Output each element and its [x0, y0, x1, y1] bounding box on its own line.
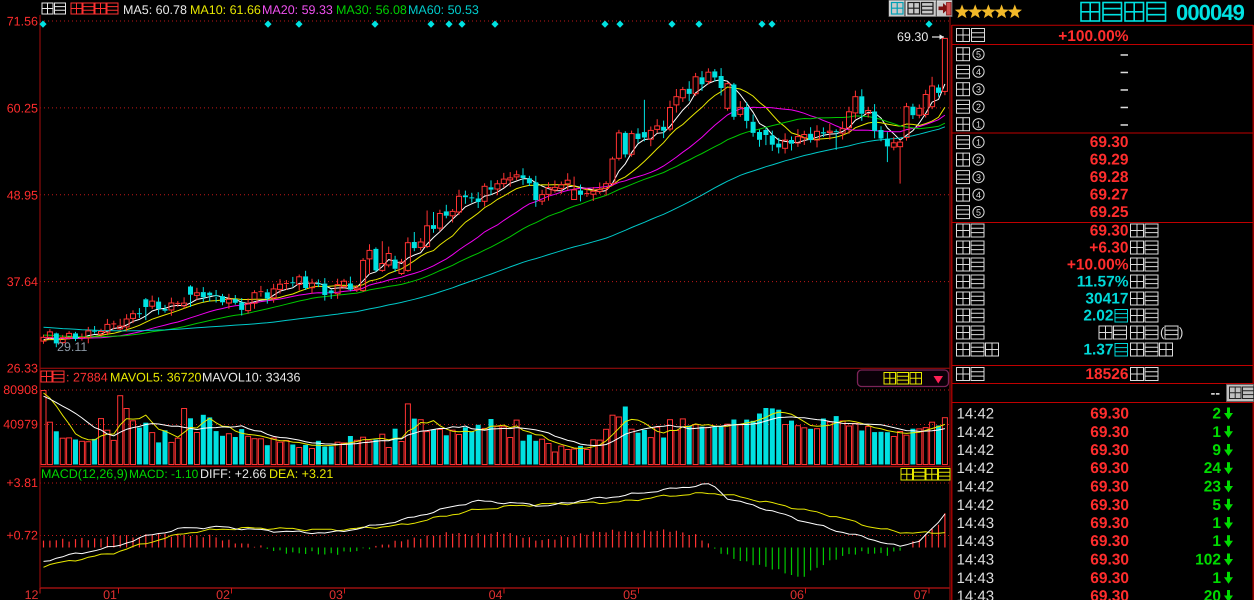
svg-text:+3.81: +3.81: [6, 476, 38, 490]
svg-text:5: 5: [976, 207, 981, 217]
svg-text:MA30: 56.08: MA30: 56.08: [336, 3, 407, 17]
svg-text:30417: 30417: [1085, 291, 1128, 308]
svg-text:69.29: 69.29: [1090, 152, 1129, 169]
svg-text:2: 2: [1212, 406, 1221, 423]
svg-text:69.28: 69.28: [1090, 169, 1129, 186]
svg-text:102: 102: [1195, 552, 1221, 569]
svg-text:69.27: 69.27: [1090, 187, 1129, 204]
svg-text:+100.00%: +100.00%: [1058, 28, 1128, 45]
svg-text:14:43: 14:43: [957, 515, 995, 532]
svg-text:14:42: 14:42: [957, 442, 995, 459]
svg-text:11.57%: 11.57%: [1077, 274, 1129, 291]
svg-text:MACD: -1.10: MACD: -1.10: [129, 467, 199, 481]
svg-text:37.64: 37.64: [7, 275, 38, 289]
svg-text:MAVOL10: 33436: MAVOL10: 33436: [202, 371, 300, 385]
svg-text:14:42: 14:42: [957, 497, 995, 514]
svg-text:: 27884: : 27884: [66, 371, 108, 385]
svg-text:4: 4: [976, 67, 981, 77]
svg-text:000049: 000049: [1176, 0, 1245, 25]
svg-text:14:42: 14:42: [957, 479, 995, 496]
svg-text:MA60: 50.53: MA60: 50.53: [408, 3, 479, 17]
svg-text:69.30: 69.30: [1090, 223, 1129, 240]
svg-text:1: 1: [976, 119, 981, 129]
svg-text:14:42: 14:42: [957, 460, 995, 477]
svg-text:69.30: 69.30: [1090, 515, 1129, 532]
svg-text:MA10: 61.66: MA10: 61.66: [190, 3, 261, 17]
svg-text:DEA: +3.21: DEA: +3.21: [269, 467, 333, 481]
svg-text:07: 07: [914, 588, 928, 600]
svg-text:9: 9: [1212, 442, 1221, 459]
svg-text:14:43: 14:43: [957, 533, 995, 550]
svg-text:–: –: [1120, 116, 1128, 133]
svg-text:3: 3: [976, 172, 981, 182]
svg-text:14:43: 14:43: [957, 570, 995, 587]
svg-text:+10.00%: +10.00%: [1067, 257, 1129, 274]
svg-text:06: 06: [790, 588, 804, 600]
svg-text:MA20: 59.33: MA20: 59.33: [262, 3, 333, 17]
svg-text:1: 1: [1212, 570, 1221, 587]
svg-text:2.02: 2.02: [1083, 308, 1113, 325]
svg-text:40979: 40979: [3, 418, 38, 432]
svg-text:1: 1: [976, 137, 981, 147]
svg-text:1: 1: [1212, 424, 1221, 441]
svg-text:3: 3: [976, 84, 981, 94]
svg-text:48.95: 48.95: [7, 188, 38, 202]
svg-text:(: (: [1160, 325, 1165, 340]
svg-text:03: 03: [329, 588, 343, 600]
svg-text:69.30: 69.30: [1090, 570, 1129, 587]
svg-text:1: 1: [1212, 533, 1221, 550]
svg-text:04: 04: [489, 588, 503, 600]
svg-text:26.33: 26.33: [7, 362, 38, 376]
svg-text:05: 05: [623, 588, 637, 600]
svg-text:14:42: 14:42: [957, 406, 995, 423]
svg-text:02: 02: [216, 588, 230, 600]
svg-text:+6.30: +6.30: [1089, 240, 1128, 257]
svg-text:+0.72: +0.72: [6, 529, 38, 543]
svg-text:69.30: 69.30: [1090, 497, 1129, 514]
svg-text:69.30: 69.30: [1090, 588, 1129, 600]
svg-text:18526: 18526: [1085, 366, 1128, 383]
svg-text:29.11: 29.11: [57, 340, 87, 354]
svg-text:MACD(12,26,9): MACD(12,26,9): [41, 467, 128, 481]
svg-text:–: –: [1120, 64, 1128, 81]
svg-text:MAVOL5: 36720: MAVOL5: 36720: [110, 371, 202, 385]
svg-text:–: –: [1120, 81, 1128, 98]
svg-text:14:42: 14:42: [957, 424, 995, 441]
svg-text:5: 5: [1212, 497, 1221, 514]
svg-text:20: 20: [1204, 588, 1221, 600]
svg-text:2: 2: [976, 102, 981, 112]
svg-text:69.30: 69.30: [1090, 134, 1129, 151]
svg-text:–: –: [1120, 46, 1128, 63]
svg-text:69.30: 69.30: [1090, 442, 1129, 459]
svg-text:5: 5: [976, 49, 981, 59]
svg-text:69.30: 69.30: [1090, 424, 1129, 441]
svg-text:69.30: 69.30: [1090, 552, 1129, 569]
svg-text:1.37: 1.37: [1083, 342, 1113, 359]
svg-text:MA5: 60.78: MA5: 60.78: [123, 3, 187, 17]
svg-text:69.30: 69.30: [897, 30, 928, 44]
svg-text:23: 23: [1204, 479, 1222, 496]
svg-text:2: 2: [976, 155, 981, 165]
svg-text:--: --: [1211, 385, 1221, 401]
svg-text:01: 01: [103, 588, 117, 600]
svg-text:69.30: 69.30: [1090, 479, 1129, 496]
svg-text:DIFF: +2.66: DIFF: +2.66: [200, 467, 266, 481]
svg-text:14:43: 14:43: [957, 552, 995, 569]
svg-text:69.30: 69.30: [1090, 406, 1129, 423]
svg-text:): ): [1179, 325, 1183, 340]
svg-text:14:43: 14:43: [957, 588, 995, 600]
svg-text:24: 24: [1204, 460, 1222, 477]
svg-text:69.25: 69.25: [1090, 204, 1129, 221]
svg-text:12: 12: [25, 588, 39, 600]
svg-text:71.56: 71.56: [7, 15, 38, 29]
svg-text:–: –: [1120, 99, 1128, 116]
svg-text:4: 4: [976, 190, 981, 200]
svg-text:69.30: 69.30: [1090, 460, 1129, 477]
svg-text:60.25: 60.25: [7, 101, 38, 115]
svg-text:69.30: 69.30: [1090, 533, 1129, 550]
svg-text:1: 1: [1212, 515, 1221, 532]
svg-text:80908: 80908: [3, 383, 38, 397]
